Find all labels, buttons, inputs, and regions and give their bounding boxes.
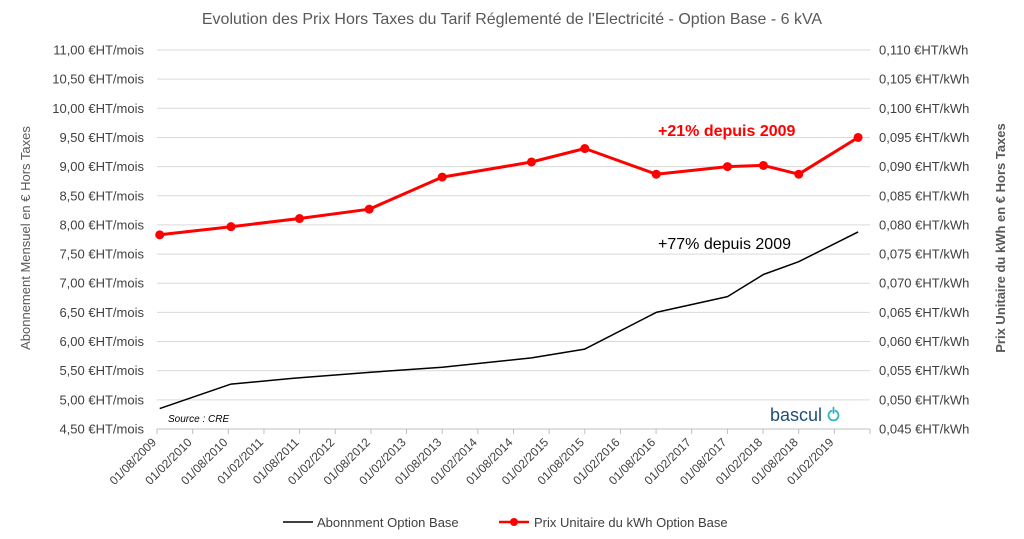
y-tick-label-right: 0,105 €HT/kWh [879, 72, 969, 87]
y-tick-label-left: 9,00 €HT/mois [59, 159, 144, 174]
y-tick-label-left: 7,00 €HT/mois [59, 276, 144, 291]
y-tick-label-left: 5,00 €HT/mois [59, 392, 144, 407]
chart-title: Evolution des Prix Hors Taxes du Tarif R… [202, 11, 823, 28]
x-axis: 01/08/200901/02/201001/08/201001/02/2011… [107, 428, 871, 488]
data-point [364, 204, 374, 214]
data-point [226, 222, 236, 232]
y-tick-label-right: 0,055 €HT/kWh [879, 363, 969, 378]
y-tick-label-left: 6,00 €HT/mois [59, 334, 144, 349]
y-tick-label-left: 11,00 €HT/mois [53, 43, 144, 58]
power-icon [827, 406, 840, 422]
data-point [526, 157, 536, 167]
data-point [794, 169, 804, 179]
y-axis-left-label: Abonnement Mensuel en € Hors Taxes [18, 126, 33, 350]
gridlines [157, 49, 870, 430]
y-axis-right: 0,045 €HT/kWh 0,050 €HT/kWh 0,055 €HT/kWh 0… [879, 43, 969, 437]
data-point [580, 144, 590, 154]
data-point [758, 160, 768, 170]
y-tick-label-right: 0,065 €HT/kWh [879, 305, 969, 320]
y-tick-label-left: 8,00 €HT/mois [59, 217, 144, 232]
y-tick-label-right: 0,050 €HT/kWh [879, 392, 969, 407]
y-tick-label-right: 0,085 €HT/kWh [879, 188, 969, 203]
y-tick-label-right: 0,070 €HT/kWh [879, 276, 969, 291]
bascule-logo: bascul [770, 405, 840, 425]
y-tick-label-left: 4,50 €HT/mois [59, 422, 144, 437]
series-line-abonnement [159, 231, 859, 410]
series-layer [155, 132, 863, 410]
legend-label-abonnement: Abonnment Option Base [317, 515, 459, 530]
y-tick-label-left: 10,50 €HT/mois [52, 72, 144, 87]
y-tick-label-right: 0,080 €HT/kWh [879, 217, 969, 232]
y-tick-label-left: 10,00 €HT/mois [52, 101, 144, 116]
y-tick-label-right: 0,045 €HT/kWh [879, 422, 969, 437]
y-tick-label-left: 5,50 €HT/mois [59, 363, 144, 378]
logo-text: bascul [770, 405, 822, 425]
y-tick-label-left: 8,50 €HT/mois [59, 188, 144, 203]
source-label: Source : CRE [168, 414, 229, 425]
data-point [651, 169, 661, 179]
data-point [155, 230, 165, 240]
annotation-red: +21% depuis 2009 [658, 123, 796, 140]
y-tick-label-right: 0,090 €HT/kWh [879, 159, 969, 174]
y-tick-label-right: 0,075 €HT/kWh [879, 247, 969, 262]
y-axis-left: 4,50 €HT/mois 5,00 €HT/mois 5,50 €HT/mois 6… [52, 43, 144, 437]
y-tick-label-right: 0,100 €HT/kWh [879, 101, 969, 116]
data-point [437, 172, 447, 182]
annotation-black: +77% depuis 2009 [658, 236, 791, 253]
data-point [853, 132, 863, 142]
series-line-prix-unitaire [159, 136, 859, 237]
y-tick-label-left: 6,50 €HT/mois [59, 305, 144, 320]
data-point [722, 162, 732, 172]
y-tick-label-right: 0,060 €HT/kWh [879, 334, 969, 349]
y-axis-right-label: Prix Unitaire du kWh en € Hors Taxes [993, 123, 1008, 353]
data-point [295, 214, 305, 224]
y-tick-label-right: 0,095 €HT/kWh [879, 130, 969, 145]
legend-label-prix: Prix Unitaire du kWh Option Base [534, 515, 728, 530]
legend: Abonnment Option Base Prix Unitaire du k… [283, 515, 728, 530]
y-tick-label-left: 9,50 €HT/mois [59, 130, 144, 145]
y-tick-label-right: 0,110 €HT/kWh [879, 43, 968, 58]
y-tick-label-left: 7,50 €HT/mois [59, 247, 144, 262]
legend-marker-prix [510, 518, 518, 526]
